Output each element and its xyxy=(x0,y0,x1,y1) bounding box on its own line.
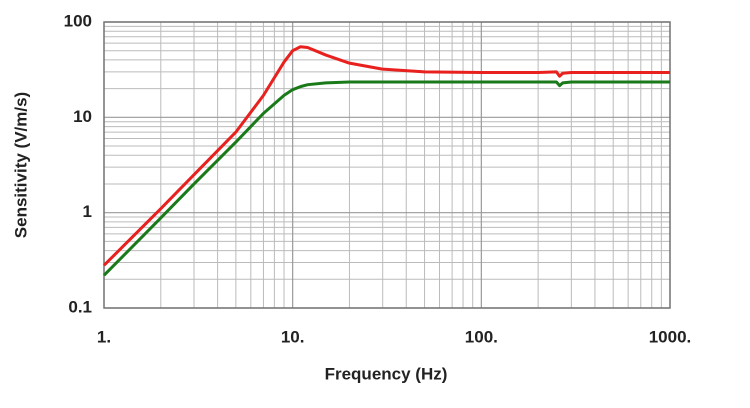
x-tick-label: 100. xyxy=(465,327,498,346)
x-tick-label: 1. xyxy=(97,327,111,346)
x-tick-label: 1000. xyxy=(649,327,692,346)
data-line xyxy=(102,80,670,277)
y-tick-label: 0.1 xyxy=(68,297,92,316)
y-axis-label: Sensitivity (V/m/s) xyxy=(11,92,30,238)
plot-frame xyxy=(103,21,671,309)
data-line xyxy=(102,45,670,267)
y-tick-label: 1 xyxy=(83,202,92,221)
y-tick-label: 100 xyxy=(64,11,92,30)
x-tick-label: 10. xyxy=(281,327,305,346)
x-axis-label: Frequency (Hz) xyxy=(325,364,448,383)
y-tick-label: 10 xyxy=(73,107,92,126)
